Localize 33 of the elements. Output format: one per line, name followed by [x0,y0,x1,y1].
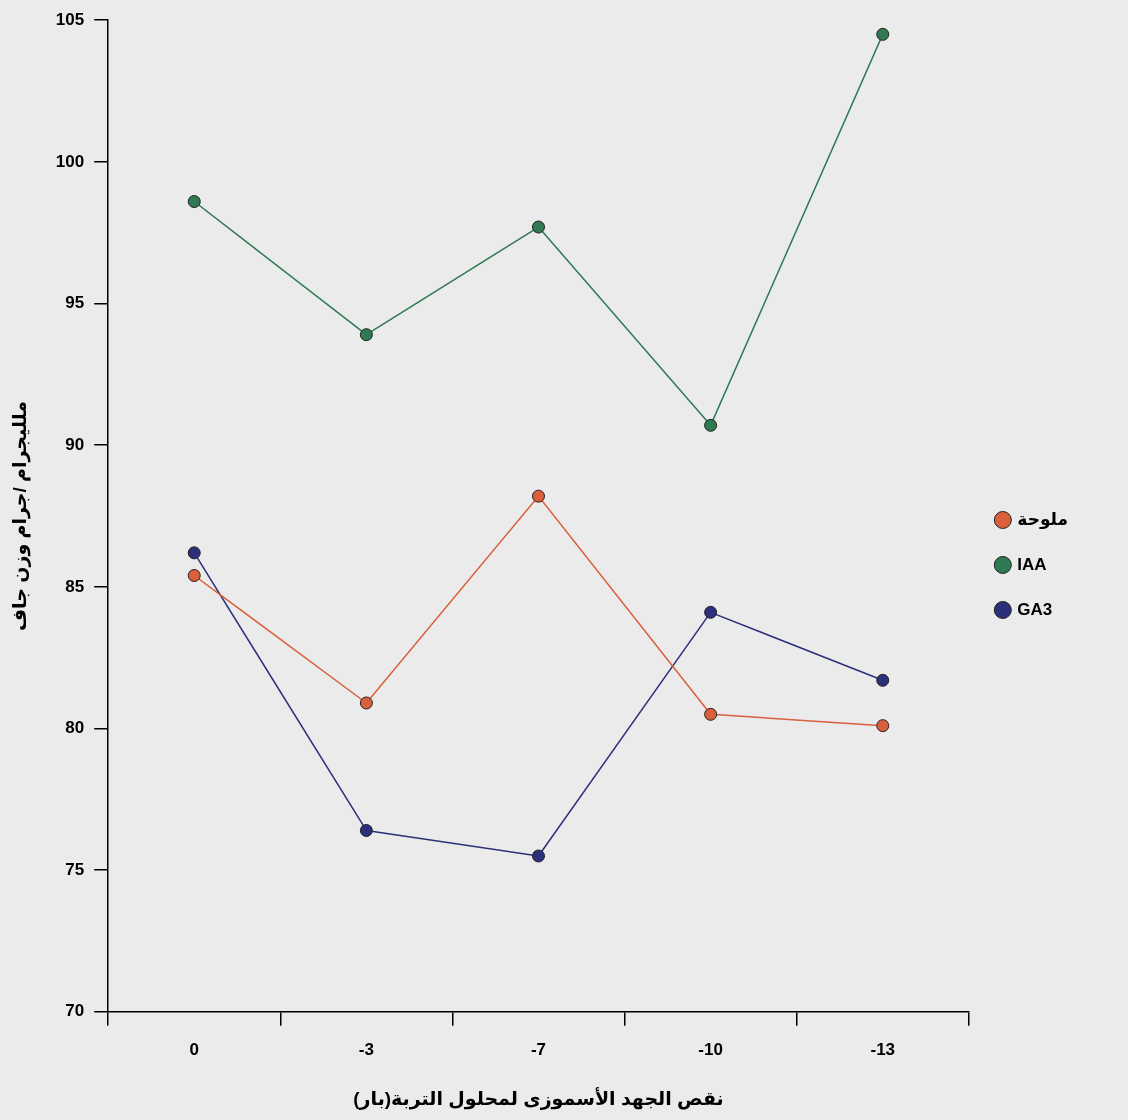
x-axis-title: نقص الجهد الأسموزى لمحلول التربة(بار) [353,1086,724,1110]
point [531,849,545,863]
point [187,569,201,582]
point [187,195,201,209]
point [531,489,545,503]
y-tick-label: 90 [65,434,85,454]
y-axis-title: ملليجرام /جرام وزن جاف [8,401,31,631]
point [876,27,890,41]
legend-label: GA3 [1017,599,1053,619]
point [704,707,718,721]
y-tick-label: 70 [65,1001,85,1021]
legend-label: ملوحة [1017,509,1068,530]
point [359,823,373,837]
point [531,220,545,234]
x-tick-label: -7 [530,1039,547,1059]
y-tick-label: 75 [65,859,85,879]
y-tick-label: 100 [55,151,85,171]
point [187,546,201,560]
point [876,719,890,733]
point [704,605,718,619]
y-tick-label: 105 [55,9,85,29]
point [876,673,890,687]
y-tick-label: 95 [65,293,85,313]
point [359,328,373,342]
x-tick-label: -3 [358,1039,374,1059]
legend-label: IAA [1017,554,1047,574]
point [359,696,373,710]
x-tick-label: 0 [189,1039,199,1059]
point [704,418,718,432]
x-tick-label: -10 [698,1039,723,1059]
y-tick-label: 80 [65,718,85,738]
x-tick-label: -13 [870,1039,896,1059]
y-tick-label: 85 [65,576,85,596]
